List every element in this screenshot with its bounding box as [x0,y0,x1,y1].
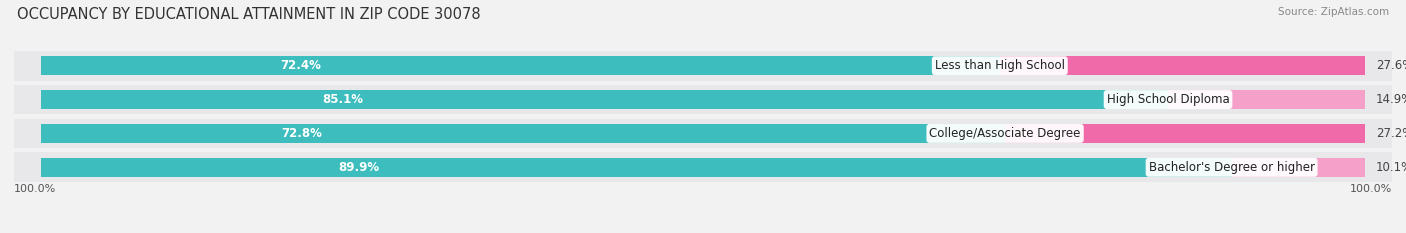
Text: High School Diploma: High School Diploma [1107,93,1229,106]
Text: 89.9%: 89.9% [339,161,380,174]
Bar [1000,56,1365,75]
Text: College/Associate Degree: College/Associate Degree [929,127,1081,140]
Bar [41,56,1000,75]
Text: Less than High School: Less than High School [935,59,1064,72]
Text: OCCUPANCY BY EDUCATIONAL ATTAINMENT IN ZIP CODE 30078: OCCUPANCY BY EDUCATIONAL ATTAINMENT IN Z… [17,7,481,22]
Bar [14,85,1392,114]
Text: 100.0%: 100.0% [14,184,56,194]
Text: 27.6%: 27.6% [1376,59,1406,72]
Bar [14,119,1392,148]
Text: 27.2%: 27.2% [1376,127,1406,140]
Text: 14.9%: 14.9% [1376,93,1406,106]
Bar [1168,90,1365,109]
Text: Bachelor's Degree or higher: Bachelor's Degree or higher [1149,161,1315,174]
Bar [41,124,1005,143]
Text: 72.4%: 72.4% [280,59,321,72]
Text: 100.0%: 100.0% [1350,184,1392,194]
Bar [41,90,1168,109]
Bar [14,152,1392,182]
Bar [1005,124,1365,143]
Bar [41,158,1232,177]
Bar [1232,158,1365,177]
Text: Source: ZipAtlas.com: Source: ZipAtlas.com [1278,7,1389,17]
Text: 10.1%: 10.1% [1376,161,1406,174]
Text: 72.8%: 72.8% [281,127,322,140]
Bar [14,51,1392,81]
Text: 85.1%: 85.1% [322,93,363,106]
